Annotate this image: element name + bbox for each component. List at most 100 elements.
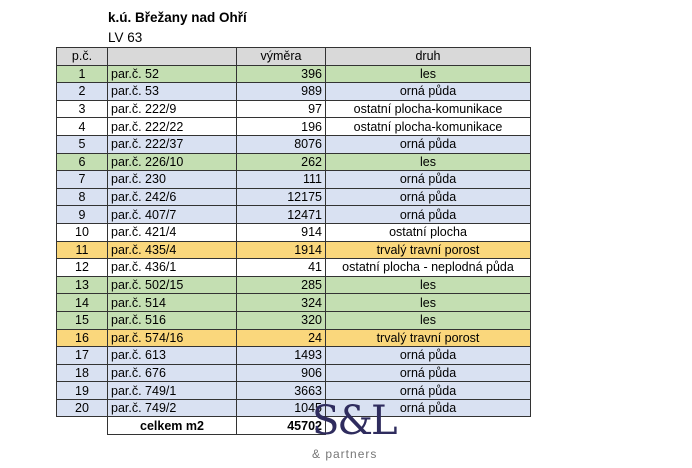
- cell: 1493: [236, 346, 326, 365]
- cell: les: [325, 64, 531, 84]
- total-label: celkem m2: [107, 416, 237, 436]
- table-row: 12 par.č. 436/1 41 ostatní plocha - neplodn…: [56, 258, 531, 277]
- cell: orná půda: [325, 398, 531, 418]
- cell: trvalý travní porost: [325, 328, 531, 348]
- cell: orná půda: [325, 134, 531, 154]
- cell: par.č. 676: [107, 363, 237, 383]
- cell: ostatní plocha: [325, 222, 531, 242]
- cell: par.č. 613: [107, 346, 237, 365]
- table-row: 5 par.č. 222/37 8076 orná půda: [56, 134, 531, 154]
- cell: 1: [56, 64, 108, 84]
- header-cell: výměra: [236, 47, 326, 66]
- cell: par.č. 242/6: [107, 187, 237, 207]
- cell: 6: [56, 152, 108, 172]
- cell: 9: [56, 205, 108, 224]
- cell: 111: [236, 170, 326, 189]
- cell: orná půda: [325, 205, 531, 224]
- table-row: 19 par.č. 749/1 3663 orná půda: [56, 381, 531, 400]
- table-row: 9 par.č. 407/7 12471 orná půda: [56, 205, 531, 224]
- cell: par.č. 222/9: [107, 99, 237, 119]
- cell: orná půda: [325, 170, 531, 189]
- cell: par.č. 516: [107, 310, 237, 330]
- header-cell: druh: [325, 47, 531, 66]
- cell: ostatní plocha-komunikace: [325, 99, 531, 119]
- cell: 396: [236, 64, 326, 84]
- cell: 3663: [236, 381, 326, 400]
- cell: 12: [56, 258, 108, 277]
- cell: les: [325, 310, 531, 330]
- cell: par.č. 574/16: [107, 328, 237, 348]
- cell: orná půda: [325, 363, 531, 383]
- cell: par.č. 407/7: [107, 205, 237, 224]
- cell: par.č. 222/37: [107, 134, 237, 154]
- cell: par.č. 230: [107, 170, 237, 189]
- table-row: 3 par.č. 222/9 97 ostatní plocha-komunikace: [56, 99, 531, 119]
- cell: 18: [56, 363, 108, 383]
- cell: 24: [236, 328, 326, 348]
- cell: 20: [56, 398, 108, 418]
- table-row: 16 par.č. 574/16 24 trvalý travní porost: [56, 328, 531, 348]
- cell: orná půda: [325, 381, 531, 400]
- cell: 19: [56, 381, 108, 400]
- cell: 17: [56, 346, 108, 365]
- table-row: 1 par.č. 52 396 les: [56, 64, 531, 84]
- cell: 196: [236, 117, 326, 136]
- cell: par.č. 436/1: [107, 258, 237, 277]
- cell: 8076: [236, 134, 326, 154]
- table-row: 6 par.č. 226/10 262 les: [56, 152, 531, 172]
- header-cell: [107, 47, 237, 66]
- cell: par.č. 749/1: [107, 381, 237, 400]
- table-row: 15 par.č. 516 320 les: [56, 310, 531, 330]
- title: k.ú. Břežany nad Ohří: [108, 10, 247, 25]
- table-row: 13 par.č. 502/15 285 les: [56, 275, 531, 295]
- cell: 15: [56, 310, 108, 330]
- cell: 989: [236, 82, 326, 101]
- header-row: p.č. výměra druh: [56, 47, 531, 66]
- cell: 14: [56, 293, 108, 312]
- cell: par.č. 502/15: [107, 275, 237, 295]
- cell: 97: [236, 99, 326, 119]
- subtitle: LV 63: [108, 30, 143, 45]
- empty-cell: [57, 417, 108, 435]
- table-row: 8 par.č. 242/6 12175 orná půda: [56, 187, 531, 207]
- cell: 13: [56, 275, 108, 295]
- cell: 7: [56, 170, 108, 189]
- cell: 906: [236, 363, 326, 383]
- cell: 1914: [236, 240, 326, 260]
- table-row: 2 par.č. 53 989 orná půda: [56, 82, 531, 101]
- cell: 12175: [236, 187, 326, 207]
- cell: trvalý travní porost: [325, 240, 531, 260]
- header-cell: p.č.: [56, 47, 108, 66]
- cell: par.č. 514: [107, 293, 237, 312]
- cell: ostatní plocha-komunikace: [325, 117, 531, 136]
- cell: par.č. 749/2: [107, 398, 237, 418]
- table-row: 17 par.č. 613 1493 orná půda: [56, 346, 531, 365]
- cell: orná půda: [325, 346, 531, 365]
- logo: S&L: [312, 398, 398, 444]
- cell: les: [325, 293, 531, 312]
- cell: par.č. 222/22: [107, 117, 237, 136]
- cell: par.č. 435/4: [107, 240, 237, 260]
- cell: 262: [236, 152, 326, 172]
- cell: par.č. 421/4: [107, 222, 237, 242]
- cell: 324: [236, 293, 326, 312]
- cell: par.č. 226/10: [107, 152, 237, 172]
- cell: 12471: [236, 205, 326, 224]
- cell: les: [325, 275, 531, 295]
- cell: par.č. 52: [107, 64, 237, 84]
- table-row: 7 par.č. 230 111 orná půda: [56, 170, 531, 189]
- cell: 10: [56, 222, 108, 242]
- cell: 5: [56, 134, 108, 154]
- logo-tagline: & partners: [312, 447, 378, 461]
- cell: par.č. 53: [107, 82, 237, 101]
- cell: 3: [56, 99, 108, 119]
- table-row: 18 par.č. 676 906 orná půda: [56, 363, 531, 383]
- parcel-table: p.č. výměra druh 1 par.č. 52 396 les 2 par.č. 53…: [56, 47, 531, 436]
- cell: 16: [56, 328, 108, 348]
- table-row: 10 par.č. 421/4 914 ostatní plocha: [56, 222, 531, 242]
- cell: les: [325, 152, 531, 172]
- cell: orná půda: [325, 187, 531, 207]
- cell: 914: [236, 222, 326, 242]
- table-row: 4 par.č. 222/22 196 ostatní plocha-komunika…: [56, 117, 531, 136]
- table-row: 11 par.č. 435/4 1914 trvalý travní porost: [56, 240, 531, 260]
